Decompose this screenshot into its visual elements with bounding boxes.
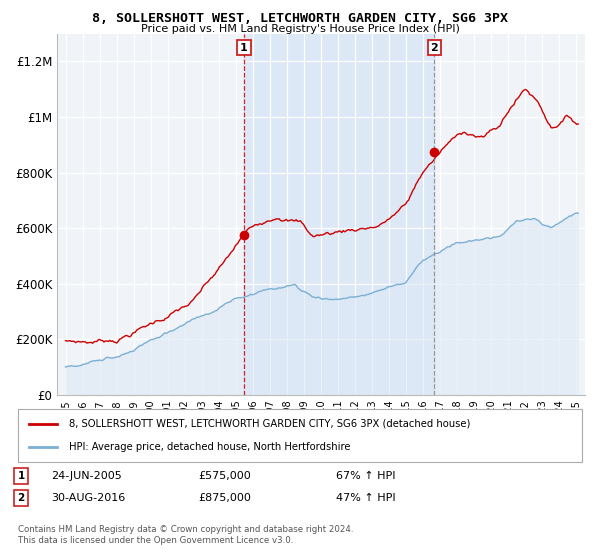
Text: 8, SOLLERSHOTT WEST, LETCHWORTH GARDEN CITY, SG6 3PX (detached house): 8, SOLLERSHOTT WEST, LETCHWORTH GARDEN C… [69,419,470,429]
Text: 2: 2 [431,43,439,53]
FancyBboxPatch shape [18,409,582,462]
Text: 47% ↑ HPI: 47% ↑ HPI [336,493,395,503]
Text: 30-AUG-2016: 30-AUG-2016 [51,493,125,503]
Text: Price paid vs. HM Land Registry's House Price Index (HPI): Price paid vs. HM Land Registry's House … [140,24,460,34]
Text: 1: 1 [240,43,248,53]
Text: 1: 1 [17,471,25,481]
Text: 67% ↑ HPI: 67% ↑ HPI [336,471,395,481]
Text: 2: 2 [17,493,25,503]
Bar [244,34,434,395]
Text: Contains HM Land Registry data © Crown copyright and database right 2024.
This d: Contains HM Land Registry data © Crown c… [18,525,353,545]
Text: 24-JUN-2005: 24-JUN-2005 [51,471,122,481]
Text: 8, SOLLERSHOTT WEST, LETCHWORTH GARDEN CITY, SG6 3PX: 8, SOLLERSHOTT WEST, LETCHWORTH GARDEN C… [92,12,508,25]
Text: £875,000: £875,000 [198,493,251,503]
Text: HPI: Average price, detached house, North Hertfordshire: HPI: Average price, detached house, Nort… [69,442,350,452]
Text: £575,000: £575,000 [198,471,251,481]
